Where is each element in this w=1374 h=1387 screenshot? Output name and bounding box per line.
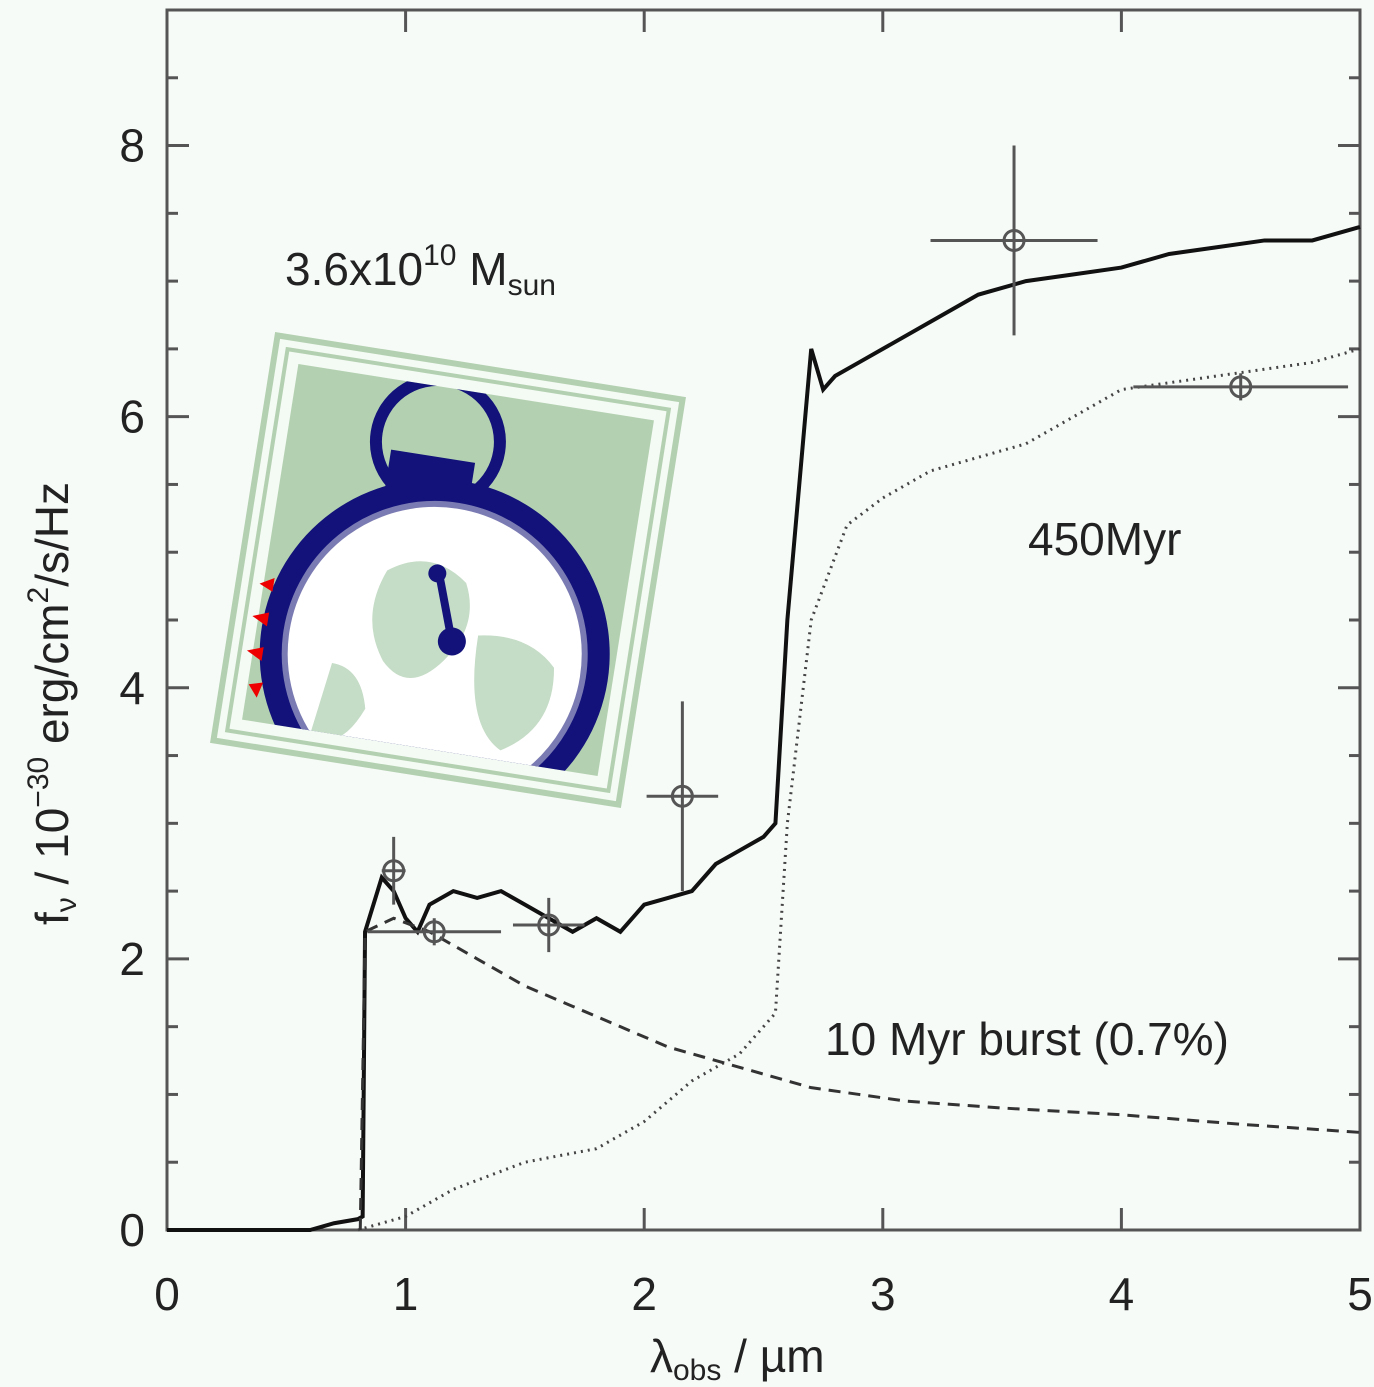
axis-label-text: / µm xyxy=(721,1330,824,1382)
data-point xyxy=(670,784,694,808)
old-annotation: 450Myr xyxy=(1028,513,1181,565)
burst-annotation: 10 Myr burst (0.7%) xyxy=(825,1013,1229,1065)
annotation-text: 3.6x10 xyxy=(285,243,423,295)
axis-label-text: erg/cm xyxy=(26,603,78,756)
annotation-text: M xyxy=(457,243,508,295)
x-tick-label: 3 xyxy=(870,1268,896,1320)
y-tick-label: 8 xyxy=(119,120,145,172)
x-tick-label: 0 xyxy=(154,1268,180,1320)
annotation-subscript: sun xyxy=(508,269,556,302)
data-point xyxy=(382,859,406,883)
y-tick-label: 4 xyxy=(119,662,145,714)
axis-label-text: λ xyxy=(650,1330,673,1382)
data-point xyxy=(422,920,446,944)
y-axis-label: fν / 10−30 erg/cm2/s/Hz xyxy=(22,482,83,925)
y-tick-label: 0 xyxy=(119,1204,145,1256)
axis-label-subscript: obs xyxy=(673,1354,721,1387)
axis-label-text: f xyxy=(26,912,78,925)
mass-annotation: 3.6x1010 Msun xyxy=(285,239,556,302)
y-tick-label: 2 xyxy=(119,933,145,985)
x-tick-label: 5 xyxy=(1347,1268,1373,1320)
plot-area: 0 1 2 3 4 5 0 2 4 6 8 xyxy=(119,8,1373,1320)
annotation-superscript: 10 xyxy=(423,239,456,272)
axis-label-subscript: ν xyxy=(50,897,83,912)
axis-label-text: /s/Hz xyxy=(26,482,78,587)
axis-label-text: / 10 xyxy=(26,808,78,898)
axis-label-superscript: −30 xyxy=(22,757,55,808)
x-tick-label: 1 xyxy=(393,1268,419,1320)
x-axis-label: λobs / µm xyxy=(650,1330,825,1387)
data-point xyxy=(537,913,561,937)
y-tick-label: 6 xyxy=(119,391,145,443)
axis-label-superscript: 2 xyxy=(22,587,55,604)
x-tick-label: 4 xyxy=(1109,1268,1135,1320)
stopwatch-icon xyxy=(210,332,686,808)
x-tick-label: 2 xyxy=(631,1268,657,1320)
data-point xyxy=(1229,375,1253,399)
data-point xyxy=(1002,228,1026,252)
